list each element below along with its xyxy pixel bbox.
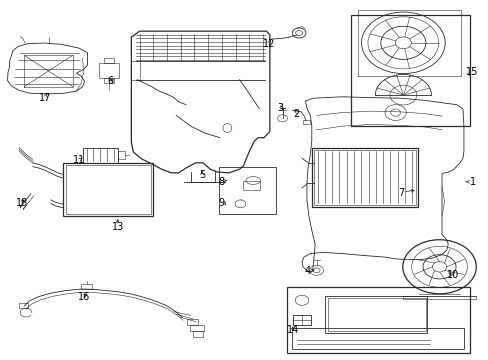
Bar [293,315,310,325]
Bar [99,63,119,78]
Text: 7: 7 [397,188,404,198]
Bar [350,15,469,126]
Bar [65,165,151,214]
Bar [311,148,417,207]
Bar [104,78,114,83]
Text: 13: 13 [111,222,123,231]
Bar [81,284,92,289]
Text: 11: 11 [73,155,85,165]
Text: 4: 4 [304,266,310,276]
Text: 3: 3 [277,103,283,113]
Text: 1: 1 [469,177,475,187]
Bar [328,298,426,330]
Bar [118,152,125,159]
Bar [402,296,475,299]
Bar [63,163,153,216]
Text: 2: 2 [293,109,299,119]
Bar [193,331,203,337]
Bar [287,287,469,353]
Text: 9: 9 [218,198,224,208]
Bar [218,167,276,214]
Bar [189,325,203,330]
Text: 10: 10 [446,270,458,280]
Text: 18: 18 [16,198,28,208]
Text: 16: 16 [78,292,90,302]
Text: 5: 5 [199,170,205,180]
Text: 17: 17 [40,93,52,103]
Text: 14: 14 [287,325,299,335]
Bar [19,303,28,308]
Bar [303,120,309,124]
Text: 6: 6 [107,76,113,86]
Bar [186,319,197,325]
Bar [325,296,426,333]
Text: 12: 12 [263,39,275,49]
Bar [104,58,114,63]
Bar [82,148,118,163]
Bar [314,149,415,205]
Text: 15: 15 [466,67,478,77]
Text: 8: 8 [218,177,224,187]
Bar [243,181,260,190]
Bar [292,328,463,349]
